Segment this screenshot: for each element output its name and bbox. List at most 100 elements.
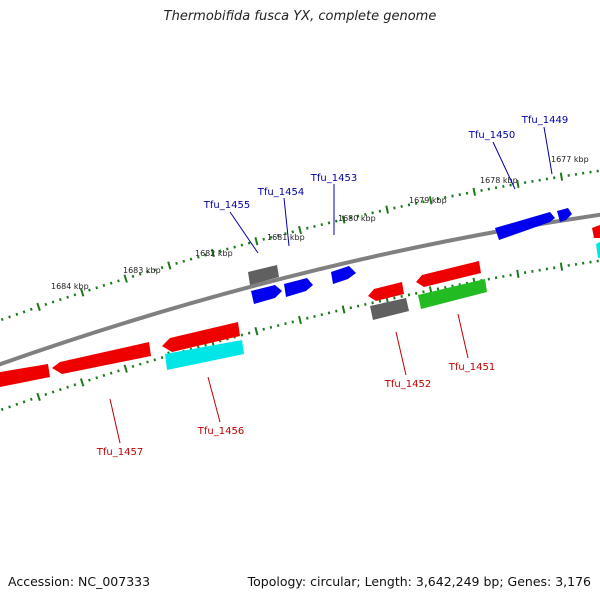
gene-label[interactable]: Tfu_1452 (384, 379, 431, 390)
minor-tick (117, 369, 120, 373)
minor-tick (378, 209, 382, 213)
minor-tick (480, 189, 483, 192)
minor-tick (146, 360, 149, 364)
minor-tick (538, 178, 541, 182)
minor-tick (538, 268, 541, 272)
minor-tick (313, 224, 316, 228)
minor-tick (247, 241, 251, 245)
minor-tick (320, 223, 324, 227)
minor-tick (88, 378, 91, 382)
gene-label-leader (229, 211, 259, 254)
major-tick (298, 315, 302, 325)
gene-feature-blue[interactable] (495, 212, 555, 240)
gene-feature-gray[interactable] (370, 298, 409, 320)
minor-tick (393, 206, 396, 210)
gene-label[interactable]: Tfu_1457 (96, 447, 143, 458)
minor-tick (29, 397, 33, 401)
gene-label-leader (492, 141, 516, 190)
minor-tick (240, 243, 244, 247)
major-tick (123, 274, 128, 283)
minor-tick (95, 286, 99, 290)
gene-feature-red[interactable] (0, 364, 50, 387)
gene-feature-gray[interactable] (248, 265, 279, 285)
minor-tick (320, 313, 324, 317)
minor-tick (306, 226, 309, 230)
minor-tick (117, 279, 120, 283)
gene-feature-red[interactable] (162, 322, 240, 352)
gene-label[interactable]: Tfu_1454 (257, 187, 304, 198)
minor-tick (458, 193, 461, 197)
gene-label[interactable]: Tfu_1449 (521, 115, 568, 126)
minor-tick (400, 295, 403, 298)
gene-label[interactable]: Tfu_1456 (197, 426, 244, 437)
minor-tick (29, 307, 33, 311)
gene-feature-red-edge[interactable] (592, 225, 600, 238)
minor-tick (153, 358, 157, 362)
minor-tick (8, 315, 11, 319)
gene-feature-blue[interactable] (331, 266, 356, 284)
major-tick (123, 364, 128, 373)
gene-label-leader (543, 126, 553, 175)
gene-label[interactable]: Tfu_1450 (468, 130, 515, 141)
gene-feature-cyan-edge[interactable] (596, 242, 600, 258)
minor-tick (356, 304, 360, 308)
minor-tick (51, 390, 55, 394)
major-tick (210, 248, 215, 258)
gene-feature-blue[interactable] (251, 285, 282, 304)
minor-tick (364, 303, 367, 306)
minor-tick (58, 298, 62, 302)
minor-tick (269, 325, 273, 329)
gene-label[interactable]: Tfu_1453 (310, 173, 357, 184)
gene-feature-green[interactable] (418, 279, 487, 309)
minor-tick (131, 274, 135, 279)
kbp-label: 1684 kbp (51, 282, 89, 291)
gene-feature-red[interactable] (368, 282, 404, 301)
minor-tick (66, 295, 69, 299)
minor-tick (204, 343, 207, 347)
minor-tick (197, 255, 200, 259)
minor-tick (393, 296, 396, 300)
minor-tick (349, 216, 353, 220)
minor-tick (422, 200, 425, 204)
minor-tick (66, 385, 69, 389)
outer-tick-ring (0, 169, 599, 322)
minor-tick (160, 356, 164, 360)
major-tick (79, 288, 85, 297)
kbp-label: 1678 kbp (480, 176, 518, 185)
minor-tick (291, 230, 295, 234)
minor-tick (494, 276, 498, 280)
gene-feature-cyan[interactable] (165, 340, 244, 370)
minor-tick (364, 213, 367, 216)
gene-label-leader (395, 331, 407, 376)
minor-tick (335, 219, 338, 223)
gene-label-leader (457, 313, 469, 359)
minor-tick (306, 316, 309, 320)
major-tick (516, 179, 520, 188)
gene-feature-red[interactable] (52, 342, 151, 374)
minor-tick (218, 249, 222, 253)
minor-tick (276, 324, 280, 328)
gene-feature-red[interactable] (416, 261, 481, 287)
gene-feature-blue[interactable] (284, 278, 313, 297)
minor-tick (502, 275, 505, 278)
minor-tick (22, 400, 26, 404)
major-tick (167, 261, 172, 270)
minor-tick (349, 306, 353, 310)
minor-tick (95, 376, 99, 380)
kbp-label: 1681 kbp (267, 233, 305, 242)
minor-tick (138, 362, 142, 366)
minor-tick (335, 309, 338, 313)
minor-tick (109, 281, 113, 285)
minor-tick (378, 299, 382, 303)
topology-label: Topology: circular; Length: 3,642,249 bp… (247, 574, 591, 589)
gene-feature-blue[interactable] (557, 208, 572, 222)
minor-tick (327, 221, 331, 225)
minor-tick (414, 291, 418, 295)
gene-label[interactable]: Tfu_1451 (448, 362, 495, 373)
minor-tick (465, 191, 469, 195)
minor-tick (284, 322, 287, 326)
minor-tick (102, 283, 106, 288)
gene-label[interactable]: Tfu_1455 (203, 200, 250, 211)
major-tick (254, 237, 259, 246)
